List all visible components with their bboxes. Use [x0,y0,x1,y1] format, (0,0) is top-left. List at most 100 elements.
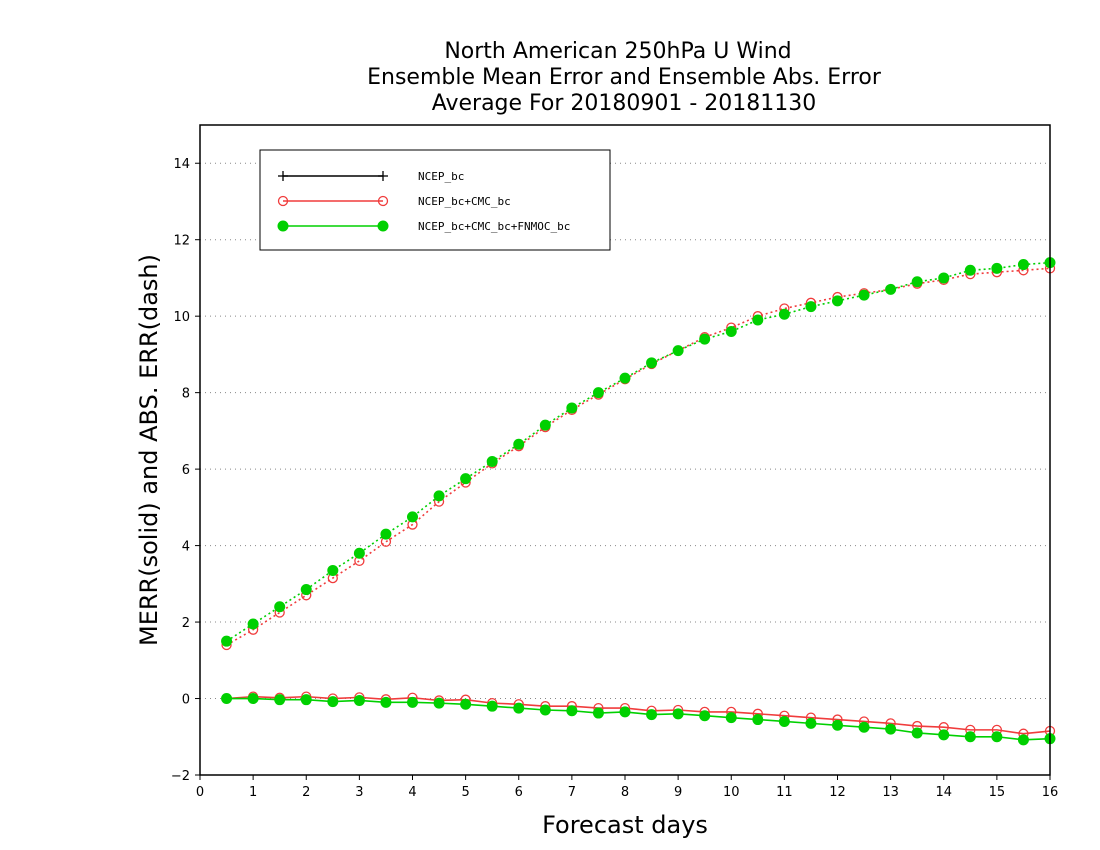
series-line-abs-err [226,261,1051,642]
title-line-2: Ensemble Mean Error and Ensemble Abs. Er… [367,65,882,90]
data-point-merr [964,731,976,743]
data-point-abs-err [300,584,312,596]
data-point-abs-err [247,618,259,630]
data-point-merr [619,706,631,718]
data-point-abs-err [778,308,790,320]
y-tick-label: 10 [173,310,190,325]
data-point-merr [778,715,790,727]
data-point-abs-err [832,295,843,307]
data-point-merr [885,723,897,735]
x-axis-label: Forecast days [542,811,708,839]
x-tick-label: 0 [196,785,204,800]
data-point-abs-err [805,301,817,313]
y-axis-label: MERR(solid) and ABS. ERR(dash) [135,254,163,646]
y-axis: −2 0 2 4 6 8 10 12 14 [171,157,200,784]
data-point-abs-err [991,262,1003,274]
data-point-merr [539,704,551,716]
data-point-merr [832,719,843,731]
y-tick-label: −2 [171,769,190,784]
data-point-merr [858,721,870,733]
data-point-merr [646,709,658,721]
data-point-merr [247,693,259,705]
legend: NCEP_bc NCEP_bc+CMC_bc NCEP_bc+CMC_bc+FNMO… [259,149,611,251]
data-point-abs-err [619,372,631,384]
data-point-merr [460,698,472,710]
data-point-merr [991,731,1003,743]
data-point-abs-err [380,528,392,540]
data-point-merr [513,702,525,714]
x-tick-label: 10 [723,785,740,800]
data-point-abs-err [486,455,498,467]
data-point-abs-err [964,264,976,276]
x-tick-label: 7 [568,785,576,800]
data-point-abs-err [460,473,472,485]
data-point-abs-err [566,402,578,414]
data-point-merr [407,696,418,708]
y-tick-label: 14 [173,157,190,172]
data-point-merr [699,710,711,722]
data-point-abs-err [539,419,551,431]
data-point-merr [221,693,233,705]
data-point-abs-err [672,345,684,357]
x-tick-label: 2 [302,785,310,800]
data-point-merr [486,700,498,712]
legend-marker [278,171,288,181]
x-tick-label: 4 [408,785,416,800]
y-tick-label: 0 [182,693,190,708]
data-point-abs-err [327,564,339,576]
data-point-abs-err [752,314,764,326]
y-tick-label: 4 [182,540,190,555]
data-point-merr [1017,734,1029,746]
x-tick-label: 13 [882,785,899,800]
x-tick-label: 8 [621,785,629,800]
y-tick-label: 2 [182,616,190,631]
legend-marker [277,195,289,207]
series-line-abs-err [226,267,1051,646]
x-tick-label: 6 [515,785,523,800]
data-point-abs-err [274,601,286,613]
x-tick-label: 16 [1042,785,1059,800]
data-point-abs-err [699,333,711,345]
data-point-abs-err [911,276,923,288]
data-point-abs-err [353,547,365,559]
x-tick-label: 5 [461,785,469,800]
data-point-abs-err [646,357,658,369]
x-tick-label: 12 [829,785,846,800]
data-point-merr [274,694,286,706]
series-line-merr [226,695,1051,735]
data-point-merr [300,694,312,706]
chart-title: North American 250hPa U Wind Ensemble Me… [367,39,882,116]
data-point-merr [752,714,764,726]
legend-entry: NCEP_bc+CMC_bc+FNMOC_bc [418,220,570,233]
legend-box [259,149,611,251]
x-tick-label: 1 [249,785,257,800]
data-point-merr [566,705,578,717]
y-tick-label: 6 [182,463,190,478]
data-point-abs-err [513,438,525,450]
y-tick-label: 8 [182,387,190,402]
x-axis: 0 1 2 3 4 5 6 7 8 9 10 11 12 13 14 15 16 [196,775,1058,800]
data-point-abs-err [407,511,418,523]
data-point-merr [805,717,817,729]
legend-marker [378,171,388,181]
data-point-abs-err [592,387,604,399]
series-layer [221,257,1056,746]
x-tick-label: 9 [674,785,682,800]
x-tick-label: 3 [355,785,363,800]
x-tick-label: 15 [989,785,1006,800]
data-point-abs-err [433,490,445,502]
data-point-abs-err [885,283,897,295]
gridlines [200,162,1050,776]
data-point-merr [327,696,339,708]
x-tick-label: 11 [776,785,793,800]
data-point-merr [433,697,445,709]
data-point-merr [938,729,950,741]
data-point-abs-err [725,325,737,337]
title-line-3: Average For 20180901 - 20181130 [432,91,817,116]
data-point-merr [380,696,392,708]
data-point-merr [672,708,684,720]
data-point-merr [725,712,737,724]
data-point-merr [911,727,923,739]
data-point-abs-err [858,289,870,301]
data-point-abs-err [221,635,233,647]
